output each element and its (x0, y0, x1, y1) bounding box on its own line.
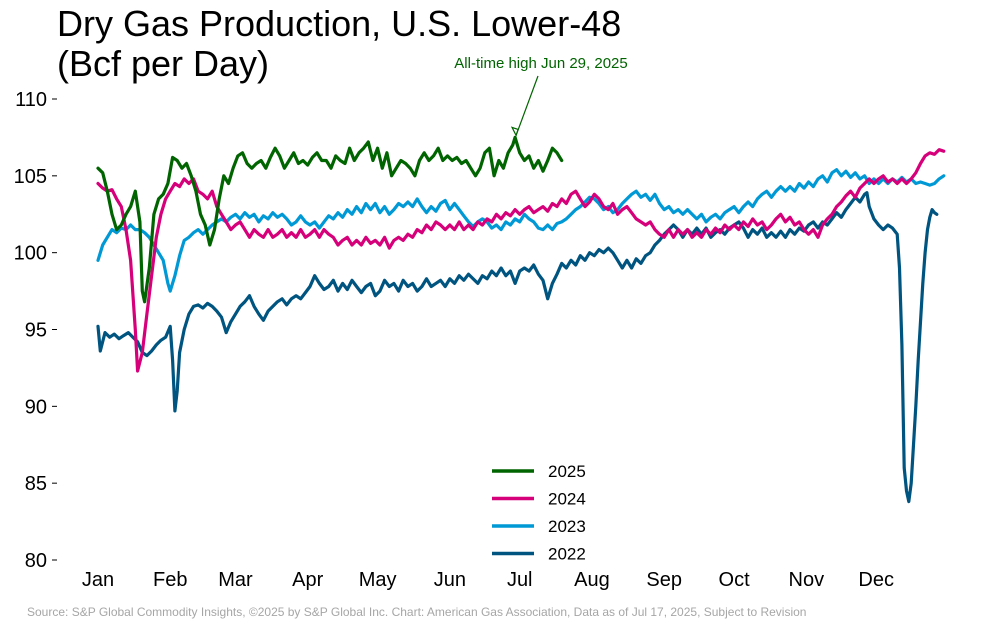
x-tick-label: Nov (789, 569, 825, 591)
legend-label-2025: 2025 (548, 462, 586, 481)
y-tick-label: 95 (25, 320, 47, 342)
x-tick-label: Sep (646, 569, 682, 591)
series-line-2022 (96, 191, 939, 504)
y-tick-label: 80 (25, 550, 47, 572)
y-tick-label: 100 (14, 243, 47, 265)
annotation-label: All-time high Jun 29, 2025 (454, 55, 627, 72)
annotation-arrow-head (510, 126, 519, 137)
x-tick-label: Jun (434, 569, 466, 591)
legend: 2025 2024 2023 2022 (492, 462, 586, 564)
x-tick-label: Feb (153, 569, 187, 591)
x-tick-label: Jul (507, 569, 533, 591)
y-tick-label: 90 (25, 396, 47, 418)
title-line-1: Dry Gas Production, U.S. Lower-48 (57, 3, 622, 44)
legend-label-2023: 2023 (548, 517, 586, 536)
annotation: All-time high Jun 29, 2025 (454, 55, 628, 137)
y-tick-label: 110 (15, 89, 47, 111)
x-tick-label: Oct (719, 569, 751, 591)
y-axis: 80 85 90 95 100 105 110 (14, 89, 57, 572)
x-tick-label: Mar (218, 569, 253, 591)
x-tick-label: Apr (292, 569, 323, 591)
x-tick-label: Jan (82, 569, 114, 591)
chart-title: Dry Gas Production, U.S. Lower-48 (Bcf p… (57, 4, 621, 84)
x-axis: Jan Feb Mar Apr May Jun Jul Aug Sep Oct Nov Dec (82, 569, 894, 591)
y-tick-label: 85 (25, 473, 47, 495)
title-line-2: (Bcf per Day) (57, 43, 270, 84)
series-layer (96, 135, 946, 504)
x-tick-label: Dec (858, 569, 894, 591)
x-tick-label: Aug (574, 569, 610, 591)
legend-label-2022: 2022 (548, 545, 586, 564)
y-tick-label: 105 (14, 166, 47, 188)
source-note: Source: S&P Global Commodity Insights, ©… (27, 605, 807, 619)
legend-label-2024: 2024 (548, 490, 586, 509)
series-line-2023 (96, 168, 946, 293)
series-line-2025 (96, 135, 564, 304)
annotation-arrow-line (515, 75, 539, 136)
series-line-2024 (96, 148, 946, 373)
x-tick-label: May (359, 569, 397, 591)
